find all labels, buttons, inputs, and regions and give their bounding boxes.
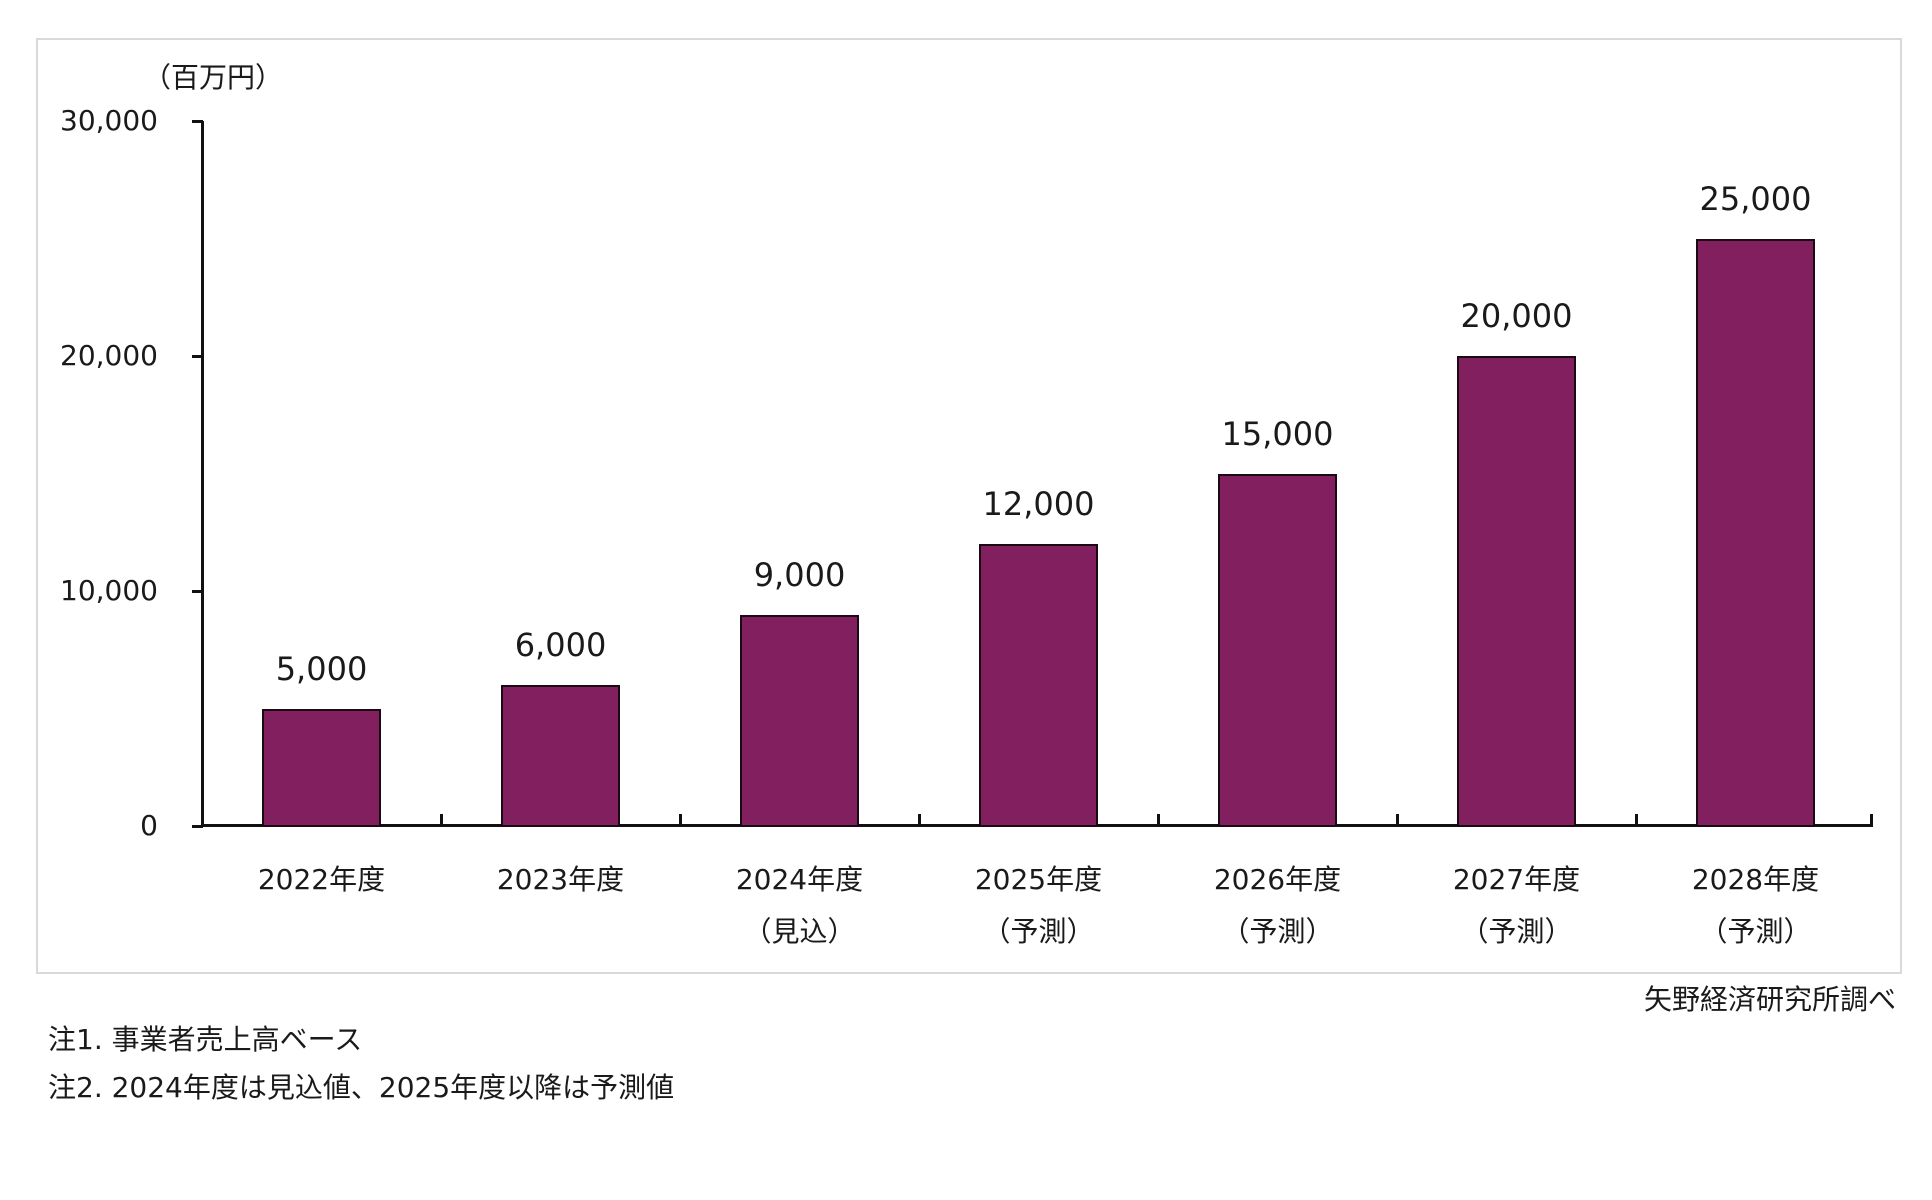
- x-category-sublabel: （見込）: [743, 915, 856, 948]
- bar: [979, 544, 1098, 827]
- x-category-label: 2022年度: [257, 863, 386, 896]
- x-category-sublabel: （予測）: [982, 915, 1095, 948]
- y-tick: [192, 355, 203, 358]
- x-category-label: 2024年度: [735, 863, 864, 896]
- x-tick: [1870, 814, 1873, 825]
- y-tick-label: 0: [140, 809, 158, 842]
- y-tick-label: 10,000: [60, 574, 158, 607]
- bar: [740, 614, 859, 827]
- bar: [262, 708, 381, 827]
- x-tick: [440, 814, 443, 825]
- bar-value-label: 5,000: [275, 649, 368, 688]
- x-tick: [918, 814, 921, 825]
- x-tick: [1157, 814, 1160, 825]
- x-category-label: 2028年度: [1691, 863, 1820, 896]
- bar-value-label: 25,000: [1699, 179, 1812, 218]
- bar-value-label: 6,000: [514, 626, 607, 664]
- x-category-label: 2023年度: [496, 863, 625, 896]
- y-tick: [192, 590, 203, 593]
- bar: [1457, 356, 1576, 827]
- y-axis: [201, 121, 204, 827]
- bar-value-label: 9,000: [753, 555, 846, 594]
- note-2: 注2. 2024年度は見込値、2025年度以降は予測値: [48, 1071, 675, 1104]
- bar: [1218, 473, 1337, 827]
- bar: [501, 685, 620, 827]
- x-tick: [679, 814, 682, 825]
- x-tick: [1396, 814, 1399, 825]
- x-category-sublabel: （予測）: [1460, 915, 1573, 948]
- x-category-sublabel: （予測）: [1221, 915, 1334, 948]
- bar: [1696, 238, 1815, 827]
- x-category-sublabel: （予測）: [1699, 915, 1812, 948]
- x-category-label: 2026年度: [1213, 863, 1342, 896]
- y-tick-label: 30,000: [60, 104, 158, 137]
- y-tick: [192, 120, 203, 123]
- y-tick: [192, 825, 203, 828]
- note-1: 注1. 事業者売上高ベース: [48, 1023, 363, 1056]
- source-credit: 矢野経済研究所調べ: [1643, 983, 1896, 1016]
- x-category-label: 2025年度: [974, 863, 1103, 896]
- bar-value-label: 15,000: [1221, 414, 1334, 453]
- bar-value-label: 20,000: [1460, 297, 1573, 335]
- y-axis-unit-label: （百万円）: [143, 61, 284, 94]
- x-category-label: 2027年度: [1452, 863, 1581, 896]
- y-tick-label: 20,000: [60, 339, 158, 372]
- bar-value-label: 12,000: [982, 485, 1095, 523]
- x-tick: [1635, 814, 1638, 825]
